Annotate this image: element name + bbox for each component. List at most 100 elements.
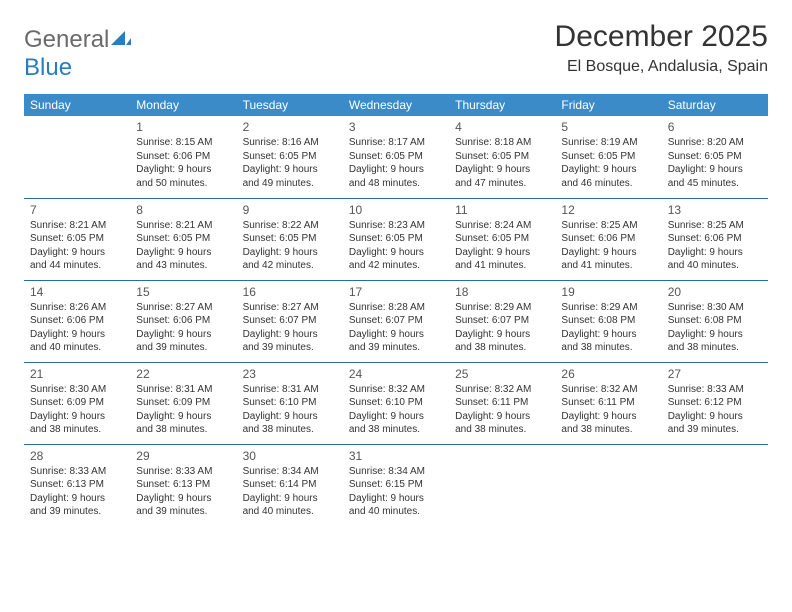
sunset-text: Sunset: 6:06 PM [668, 232, 762, 246]
day-number: 26 [561, 366, 655, 382]
title-block: December 2025 El Bosque, Andalusia, Spai… [555, 20, 768, 76]
daylight-text: Daylight: 9 hours and 42 minutes. [349, 246, 443, 273]
day-number: 17 [349, 284, 443, 300]
brand-text: GeneralBlue [24, 26, 131, 82]
daylight-text: Daylight: 9 hours and 49 minutes. [243, 163, 337, 190]
calendar-row: 1Sunrise: 8:15 AMSunset: 6:06 PMDaylight… [24, 116, 768, 198]
brand-logo: GeneralBlue [24, 26, 131, 82]
sunset-text: Sunset: 6:15 PM [349, 478, 443, 492]
calendar-row: 21Sunrise: 8:30 AMSunset: 6:09 PMDayligh… [24, 362, 768, 444]
day-number: 28 [30, 448, 124, 464]
sunrise-text: Sunrise: 8:25 AM [561, 219, 655, 233]
day-number: 23 [243, 366, 337, 382]
sunrise-text: Sunrise: 8:31 AM [243, 383, 337, 397]
sunrise-text: Sunrise: 8:29 AM [455, 301, 549, 315]
daylight-text: Daylight: 9 hours and 39 minutes. [136, 328, 230, 355]
sunrise-text: Sunrise: 8:28 AM [349, 301, 443, 315]
daylight-text: Daylight: 9 hours and 38 minutes. [136, 410, 230, 437]
calendar-cell: 13Sunrise: 8:25 AMSunset: 6:06 PMDayligh… [662, 198, 768, 280]
sunset-text: Sunset: 6:11 PM [455, 396, 549, 410]
calendar-cell: 29Sunrise: 8:33 AMSunset: 6:13 PMDayligh… [130, 444, 236, 526]
sunset-text: Sunset: 6:06 PM [30, 314, 124, 328]
day-number: 22 [136, 366, 230, 382]
brand-text-blue: Blue [24, 54, 72, 81]
calendar-cell: 16Sunrise: 8:27 AMSunset: 6:07 PMDayligh… [237, 280, 343, 362]
calendar-cell: 8Sunrise: 8:21 AMSunset: 6:05 PMDaylight… [130, 198, 236, 280]
calendar-cell: 9Sunrise: 8:22 AMSunset: 6:05 PMDaylight… [237, 198, 343, 280]
day-number: 11 [455, 202, 549, 218]
sunset-text: Sunset: 6:06 PM [136, 314, 230, 328]
daylight-text: Daylight: 9 hours and 42 minutes. [243, 246, 337, 273]
sunset-text: Sunset: 6:09 PM [30, 396, 124, 410]
sunrise-text: Sunrise: 8:15 AM [136, 136, 230, 150]
calendar-cell [555, 444, 661, 526]
calendar-cell: 28Sunrise: 8:33 AMSunset: 6:13 PMDayligh… [24, 444, 130, 526]
daylight-text: Daylight: 9 hours and 38 minutes. [243, 410, 337, 437]
day-number: 12 [561, 202, 655, 218]
calendar-cell: 27Sunrise: 8:33 AMSunset: 6:12 PMDayligh… [662, 362, 768, 444]
calendar-cell: 23Sunrise: 8:31 AMSunset: 6:10 PMDayligh… [237, 362, 343, 444]
daylight-text: Daylight: 9 hours and 38 minutes. [30, 410, 124, 437]
calendar-row: 14Sunrise: 8:26 AMSunset: 6:06 PMDayligh… [24, 280, 768, 362]
day-number: 25 [455, 366, 549, 382]
daylight-text: Daylight: 9 hours and 39 minutes. [30, 492, 124, 519]
sunset-text: Sunset: 6:14 PM [243, 478, 337, 492]
day-number: 14 [30, 284, 124, 300]
calendar-row: 28Sunrise: 8:33 AMSunset: 6:13 PMDayligh… [24, 444, 768, 526]
day-number: 21 [30, 366, 124, 382]
sunset-text: Sunset: 6:07 PM [349, 314, 443, 328]
sunset-text: Sunset: 6:07 PM [243, 314, 337, 328]
sunrise-text: Sunrise: 8:21 AM [30, 219, 124, 233]
daylight-text: Daylight: 9 hours and 38 minutes. [668, 328, 762, 355]
sunrise-text: Sunrise: 8:22 AM [243, 219, 337, 233]
sunset-text: Sunset: 6:05 PM [243, 150, 337, 164]
daylight-text: Daylight: 9 hours and 38 minutes. [455, 410, 549, 437]
daylight-text: Daylight: 9 hours and 47 minutes. [455, 163, 549, 190]
calendar-cell: 6Sunrise: 8:20 AMSunset: 6:05 PMDaylight… [662, 116, 768, 198]
day-number: 1 [136, 119, 230, 135]
sunset-text: Sunset: 6:12 PM [668, 396, 762, 410]
calendar-cell: 4Sunrise: 8:18 AMSunset: 6:05 PMDaylight… [449, 116, 555, 198]
sunrise-text: Sunrise: 8:30 AM [668, 301, 762, 315]
day-number: 2 [243, 119, 337, 135]
daylight-text: Daylight: 9 hours and 39 minutes. [668, 410, 762, 437]
daylight-text: Daylight: 9 hours and 38 minutes. [561, 410, 655, 437]
day-number: 7 [30, 202, 124, 218]
sunrise-text: Sunrise: 8:31 AM [136, 383, 230, 397]
sunset-text: Sunset: 6:05 PM [455, 150, 549, 164]
calendar-cell: 20Sunrise: 8:30 AMSunset: 6:08 PMDayligh… [662, 280, 768, 362]
logo-sail-icon [111, 26, 131, 54]
day-number: 27 [668, 366, 762, 382]
day-number: 30 [243, 448, 337, 464]
sunset-text: Sunset: 6:13 PM [136, 478, 230, 492]
sunrise-text: Sunrise: 8:16 AM [243, 136, 337, 150]
calendar-cell: 22Sunrise: 8:31 AMSunset: 6:09 PMDayligh… [130, 362, 236, 444]
calendar-cell: 3Sunrise: 8:17 AMSunset: 6:05 PMDaylight… [343, 116, 449, 198]
daylight-text: Daylight: 9 hours and 40 minutes. [30, 328, 124, 355]
dayname-saturday: Saturday [662, 94, 768, 116]
daylight-text: Daylight: 9 hours and 39 minutes. [136, 492, 230, 519]
calendar-cell: 12Sunrise: 8:25 AMSunset: 6:06 PMDayligh… [555, 198, 661, 280]
day-number: 24 [349, 366, 443, 382]
calendar-table: Sunday Monday Tuesday Wednesday Thursday… [24, 94, 768, 526]
sunrise-text: Sunrise: 8:32 AM [561, 383, 655, 397]
calendar-cell [449, 444, 555, 526]
daylight-text: Daylight: 9 hours and 44 minutes. [30, 246, 124, 273]
dayname-row: Sunday Monday Tuesday Wednesday Thursday… [24, 94, 768, 116]
sunset-text: Sunset: 6:05 PM [349, 232, 443, 246]
sunset-text: Sunset: 6:11 PM [561, 396, 655, 410]
day-number: 3 [349, 119, 443, 135]
sunrise-text: Sunrise: 8:25 AM [668, 219, 762, 233]
sunrise-text: Sunrise: 8:34 AM [349, 465, 443, 479]
daylight-text: Daylight: 9 hours and 38 minutes. [349, 410, 443, 437]
calendar-cell: 21Sunrise: 8:30 AMSunset: 6:09 PMDayligh… [24, 362, 130, 444]
sunrise-text: Sunrise: 8:21 AM [136, 219, 230, 233]
sunrise-text: Sunrise: 8:27 AM [136, 301, 230, 315]
calendar-cell: 31Sunrise: 8:34 AMSunset: 6:15 PMDayligh… [343, 444, 449, 526]
calendar-cell [24, 116, 130, 198]
sunrise-text: Sunrise: 8:18 AM [455, 136, 549, 150]
day-number: 8 [136, 202, 230, 218]
daylight-text: Daylight: 9 hours and 50 minutes. [136, 163, 230, 190]
sunset-text: Sunset: 6:05 PM [668, 150, 762, 164]
calendar-row: 7Sunrise: 8:21 AMSunset: 6:05 PMDaylight… [24, 198, 768, 280]
